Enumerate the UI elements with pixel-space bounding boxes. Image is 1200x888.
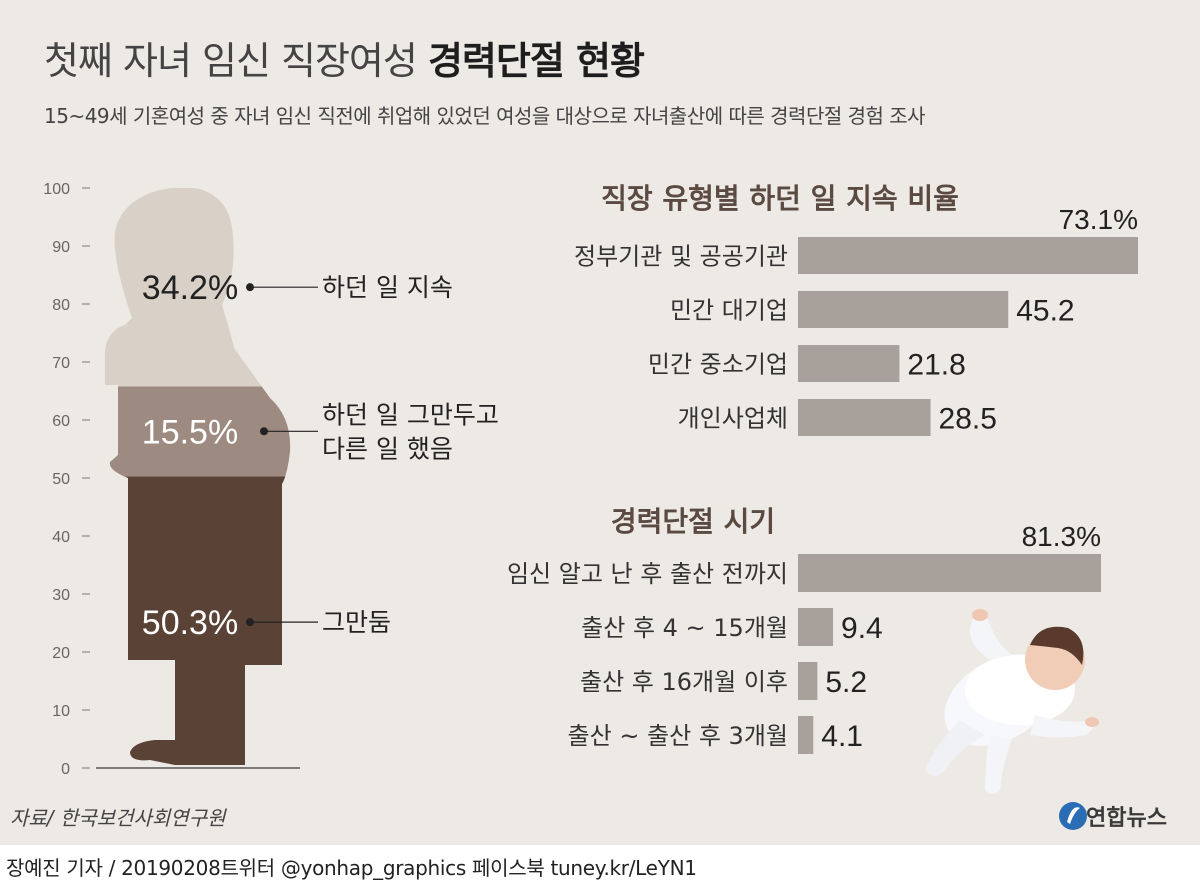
category-label: 출산 ~ 출산 후 3개월 — [568, 722, 788, 750]
bar — [798, 716, 814, 754]
category-label: 출산 후 16개월 이후 — [580, 668, 788, 696]
source-note: 자료/ 한국보건사회연구원 — [10, 806, 226, 830]
value-label: 4.1 — [821, 720, 863, 753]
value-label: 73.1% — [1059, 204, 1138, 235]
stack-value-label: 15.5% — [142, 413, 238, 451]
chart-title: 경력단절 시기 — [611, 505, 775, 538]
y-tick-label: 80 — [52, 297, 70, 314]
category-label: 민간 대기업 — [670, 297, 788, 325]
y-tick-label: 60 — [52, 413, 70, 430]
bar — [798, 291, 1009, 328]
bar — [798, 662, 818, 700]
value-label: 9.4 — [841, 612, 883, 645]
woman-feet — [130, 740, 220, 765]
value-label: 28.5 — [939, 403, 997, 436]
bar — [798, 554, 1101, 592]
stack-value-label: 34.2% — [142, 269, 238, 307]
logo-text: 연합뉴스 — [1086, 806, 1167, 831]
credit-line: 장예진 기자 / 20190208트위터 @yonhap_graphics 페이… — [6, 856, 697, 880]
value-label: 81.3% — [1022, 521, 1101, 552]
value-label: 21.8 — [907, 349, 965, 382]
stack-value-label: 50.3% — [142, 604, 238, 642]
value-label: 45.2 — [1016, 295, 1074, 328]
y-tick-label: 100 — [43, 181, 70, 198]
bar — [798, 608, 834, 646]
bar — [798, 237, 1138, 274]
chart-title: 직장 유형별 하던 일 지속 비율 — [601, 182, 959, 215]
bar — [798, 345, 900, 382]
stack-segment — [105, 386, 291, 477]
y-tick-label: 30 — [52, 587, 70, 604]
bar — [798, 399, 931, 436]
series-name: 다른 일 했음 — [322, 434, 453, 463]
y-tick-label: 0 — [61, 761, 70, 778]
category-label: 민간 중소기업 — [648, 351, 788, 379]
value-label: 5.2 — [825, 666, 867, 699]
y-tick-label: 40 — [52, 529, 70, 546]
y-tick-label: 90 — [52, 239, 70, 256]
category-label: 정부기관 및 공공기관 — [574, 243, 788, 271]
y-tick-label: 20 — [52, 645, 70, 662]
series-name: 하던 일 지속 — [322, 273, 453, 302]
baby-illustration — [925, 609, 1099, 794]
category-label: 임신 알고 난 후 출산 전까지 — [507, 560, 788, 588]
y-tick-label: 50 — [52, 471, 70, 488]
yonhap-logo — [1059, 802, 1087, 830]
series-name: 하던 일 그만두고 — [322, 400, 499, 429]
footer-bar — [0, 845, 1200, 888]
subtitle: 15~49세 기혼여성 중 자녀 임신 직전에 취업해 있었던 여성을 대상으로… — [44, 104, 926, 128]
y-tick-label: 70 — [52, 355, 70, 372]
series-name: 그만둠 — [322, 608, 391, 637]
page-title: 첫째 자녀 임신 직장여성 경력단절 현황 — [44, 39, 645, 83]
category-label: 출산 후 4 ~ 15개월 — [581, 614, 788, 642]
y-tick-label: 10 — [52, 703, 70, 720]
category-label: 개인사업체 — [678, 405, 788, 433]
